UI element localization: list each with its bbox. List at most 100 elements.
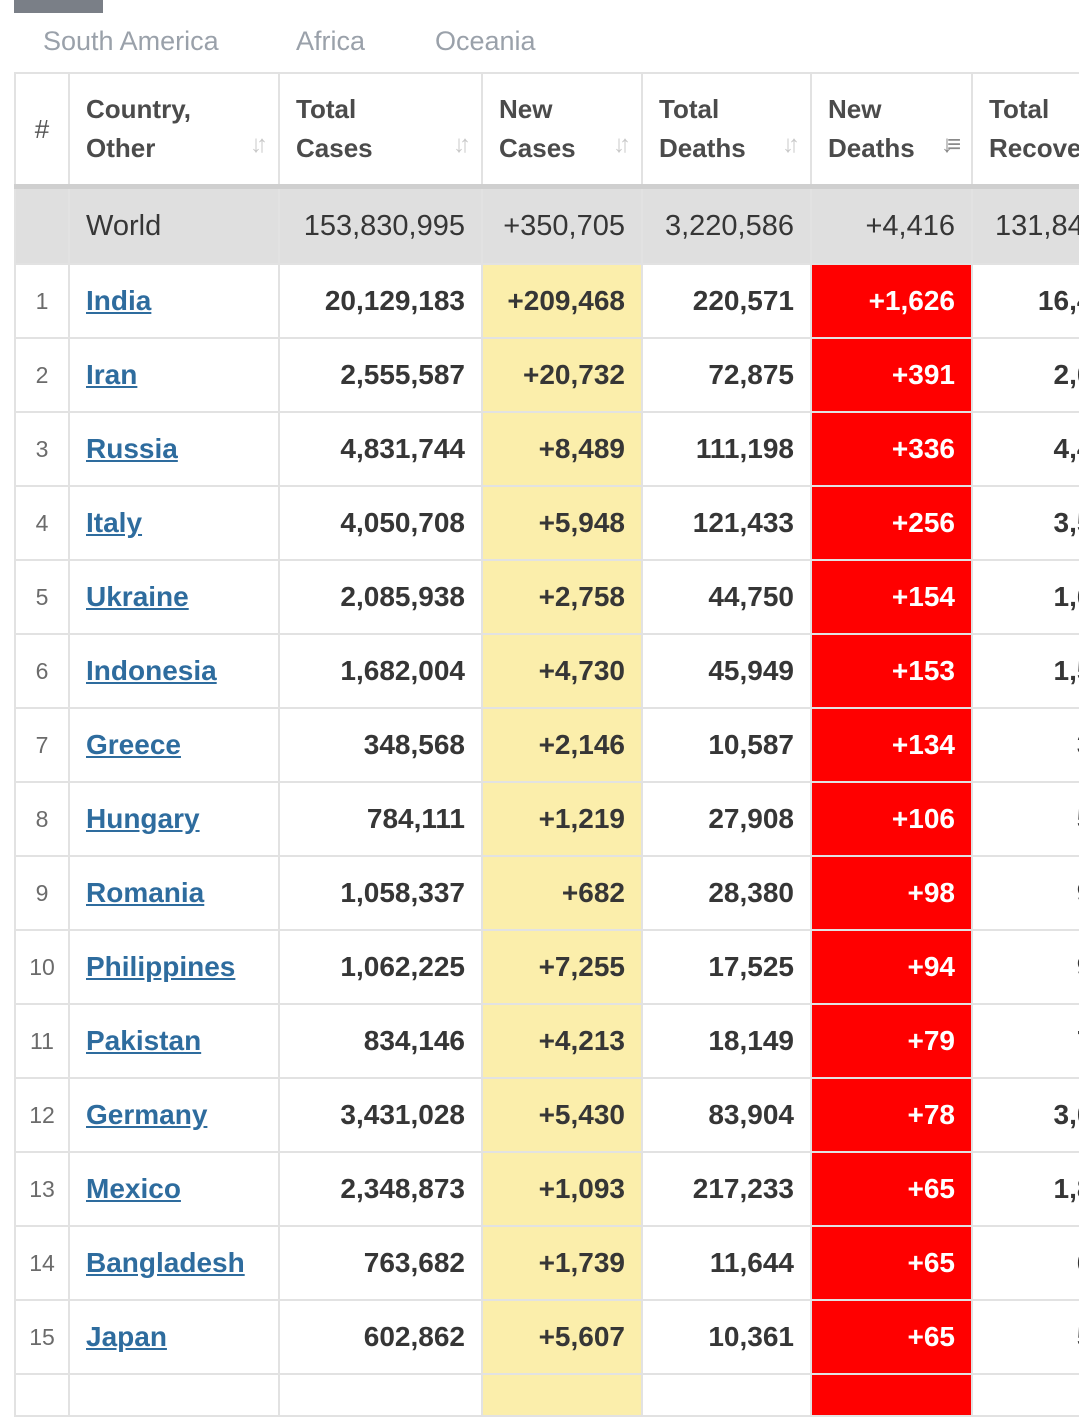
header-rank[interactable]: # [14, 72, 70, 189]
row-country: Pakistan [68, 1003, 280, 1079]
row-new-deaths: +391 [810, 337, 973, 413]
row-new-deaths: +65 [810, 1299, 973, 1375]
tab-africa[interactable]: Africa [296, 26, 366, 56]
row-total-cases: 834,146 [278, 1003, 483, 1079]
row-total-recovered: 2,00 [971, 337, 1079, 413]
row-rank: 4 [14, 485, 70, 561]
partial-cell [810, 1373, 973, 1417]
header-total-recovered[interactable]: Total Recove [971, 72, 1079, 189]
row-total-cases: 1,058,337 [278, 855, 483, 931]
tab-south-america[interactable]: South America [43, 26, 219, 56]
header-total-deaths[interactable]: Total Deaths ↓↑ [641, 72, 812, 189]
row-total-recovered: 99 [971, 855, 1079, 931]
covid-stats-table: # Country, Other ↓↑ Total Cases ↓↑ New C… [14, 72, 1079, 1417]
country-link[interactable]: Philippines [86, 951, 236, 982]
row-rank: 6 [14, 633, 70, 709]
row-total-recovered: 52 [971, 781, 1079, 857]
world-total-recovered: 131,84 [971, 185, 1079, 265]
sort-arrows-icon[interactable]: ↓↑ [250, 131, 268, 158]
row-new-cases: +4,213 [481, 1003, 643, 1079]
row-new-cases: +2,758 [481, 559, 643, 635]
world-new-cases: +350,705 [481, 185, 643, 265]
row-new-cases: +1,219 [481, 781, 643, 857]
row-rank: 2 [14, 337, 70, 413]
row-new-cases: +4,730 [481, 633, 643, 709]
header-new-cases[interactable]: New Cases ↓↑ [481, 72, 643, 189]
header-total-deaths-label: Total Deaths [659, 94, 746, 163]
row-total-deaths: 17,525 [641, 929, 812, 1005]
sort-arrows-icon[interactable]: ↓↑ [613, 131, 631, 158]
sort-arrows-icon[interactable]: ↓↑ [782, 131, 800, 158]
country-link[interactable]: Bangladesh [86, 1247, 245, 1278]
row-new-deaths: +256 [810, 485, 973, 561]
country-link[interactable]: Iran [86, 359, 138, 390]
country-link[interactable]: Russia [86, 433, 178, 464]
header-total-cases[interactable]: Total Cases ↓↑ [278, 72, 483, 189]
country-link[interactable]: Greece [86, 729, 181, 760]
row-new-deaths: +153 [810, 633, 973, 709]
row-country: Italy [68, 485, 280, 561]
country-link[interactable]: Mexico [86, 1173, 181, 1204]
country-link[interactable]: Indonesia [86, 655, 217, 686]
row-total-deaths: 121,433 [641, 485, 812, 561]
row-new-cases: +5,607 [481, 1299, 643, 1375]
country-link[interactable]: Pakistan [86, 1025, 202, 1056]
row-total-deaths: 10,361 [641, 1299, 812, 1375]
row-total-recovered: 4,45 [971, 411, 1079, 487]
row-new-cases: +2,146 [481, 707, 643, 783]
row-new-deaths: +65 [810, 1151, 973, 1227]
tab-oceania[interactable]: Oceania [435, 26, 536, 56]
row-country: Indonesia [68, 633, 280, 709]
row-total-recovered: 16,45 [971, 263, 1079, 339]
row-rank: 7 [14, 707, 70, 783]
country-link[interactable]: Ukraine [86, 581, 189, 612]
sort-arrows-icon[interactable]: ↓↑ [453, 131, 471, 158]
world-rank [14, 185, 70, 265]
country-link[interactable]: Romania [86, 877, 205, 908]
row-new-deaths: +79 [810, 1003, 973, 1079]
country-link[interactable]: India [86, 285, 152, 316]
header-new-deaths[interactable]: New Deaths ↓≡ [810, 72, 973, 189]
partial-cell [14, 1373, 70, 1417]
row-total-recovered: 53 [971, 1299, 1079, 1375]
country-link[interactable]: Japan [86, 1321, 167, 1352]
row-total-deaths: 220,571 [641, 263, 812, 339]
header-total-recovered-label: Total Recove [989, 94, 1079, 163]
row-total-cases: 4,050,708 [278, 485, 483, 561]
row-new-cases: +7,255 [481, 929, 643, 1005]
active-tab-indicator [14, 0, 103, 13]
region-tabs: South America Africa Oceania [0, 18, 1079, 68]
row-new-deaths: +154 [810, 559, 973, 635]
row-total-deaths: 10,587 [641, 707, 812, 783]
sort-descending-icon[interactable]: ↓≡ [940, 131, 961, 158]
header-total-cases-label: Total Cases [296, 94, 373, 163]
row-total-deaths: 83,904 [641, 1077, 812, 1153]
row-total-deaths: 11,644 [641, 1225, 812, 1301]
country-link[interactable]: Germany [86, 1099, 208, 1130]
header-new-cases-label: New Cases [499, 94, 576, 163]
header-new-deaths-label: New Deaths [828, 94, 915, 163]
row-rank: 15 [14, 1299, 70, 1375]
country-link[interactable]: Hungary [86, 803, 200, 834]
row-new-deaths: +336 [810, 411, 973, 487]
country-link[interactable]: Italy [86, 507, 143, 538]
row-new-deaths: +78 [810, 1077, 973, 1153]
row-total-deaths: 72,875 [641, 337, 812, 413]
row-total-recovered: 1,86 [971, 1151, 1079, 1227]
table-row-partial [14, 1373, 1079, 1417]
covid-table-container[interactable]: # Country, Other ↓↑ Total Cases ↓↑ New C… [14, 72, 1079, 1418]
row-total-cases: 20,129,183 [278, 263, 483, 339]
partial-cell [481, 1373, 643, 1417]
row-new-deaths: +65 [810, 1225, 973, 1301]
row-country: Ukraine [68, 559, 280, 635]
header-country[interactable]: Country, Other ↓↑ [68, 72, 280, 189]
